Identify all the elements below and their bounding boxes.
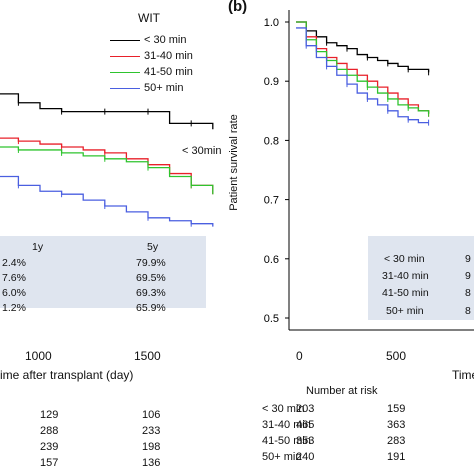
panel-a-curves (0, 93, 214, 227)
panel-a-table-cell: 6.0% (2, 287, 26, 299)
panel-b-table-cell: 8 (465, 287, 471, 299)
panel-a-x-tick: 1000 (25, 349, 52, 363)
panel-a-table-cell: 69.3% (136, 287, 166, 299)
y-tick-label: 0.6 (264, 254, 279, 266)
panel-a-risk-cell: 136 (142, 457, 161, 469)
panel-a-risk-cell: 157 (40, 457, 59, 469)
legend-label: 31-40 min (144, 50, 193, 62)
legend-label: 41-50 min (144, 66, 193, 78)
y-tick-label: 0.8 (264, 135, 279, 147)
panel-b-x-tick: 0 (296, 349, 303, 363)
panel-b-risk-group-label: 50+ min (262, 451, 302, 463)
panel-b-risk-cell: 191 (387, 451, 406, 463)
panel-b-y-label: Patient survival rate (227, 114, 240, 211)
panel-b-risk-group-label: 31-40 min (262, 419, 311, 431)
panel-b-table-cell: 9 (465, 253, 471, 265)
panel-b-x-tick: 500 (386, 349, 407, 363)
panel-b-risk-cell: 465 (296, 419, 315, 431)
panel-a-table-header-1y: 1y (32, 241, 44, 253)
panel-a-table-cell: 69.5% (136, 272, 166, 284)
panel-a-risk-cell: 239 (40, 441, 59, 453)
panel-a-risk-cell: 106 (142, 409, 161, 421)
panel-a-survival-table (0, 236, 122, 308)
y-tick-label: 1.0 (264, 17, 279, 29)
panel-b-x-label: Time (452, 368, 474, 382)
legend-swatch (110, 88, 140, 89)
panel-a-table-cell: 7.6% (2, 272, 26, 284)
panel-b-risk-cell: 159 (387, 403, 406, 415)
legend-swatch (110, 56, 140, 57)
panel-a-curve-label: < 30min (182, 145, 222, 157)
survival-curve (0, 146, 214, 195)
panel-b-table-cell: 31-40 min (382, 270, 429, 282)
panel-b-risk-cell: 240 (296, 451, 315, 463)
panel-b-table-cell: 9 (465, 270, 471, 282)
panel-b-table-cell: < 30 min (384, 253, 425, 265)
panel-a-survival-table-col2 (122, 236, 206, 308)
panel-b-risk-cell: 283 (387, 435, 406, 447)
panel-b-survival-table (368, 236, 474, 320)
panel-b-y-ticks: 1.0 0.9 0.8 0.7 0.6 0.5 (264, 17, 289, 325)
legend-swatch (110, 72, 140, 73)
panel-b-table-cell: 8 (465, 305, 471, 317)
y-tick-label: 0.7 (264, 195, 279, 207)
panel-b-curves (296, 21, 430, 126)
survival-curve (296, 27, 429, 124)
panel-b-table-cell: 50+ min (386, 305, 424, 317)
legend-label: 50+ min (144, 82, 184, 94)
panel-a-risk-cell: 233 (142, 425, 161, 437)
legend-swatch (110, 40, 140, 41)
survival-curve (0, 93, 214, 130)
panel-a-table-cell: 79.9% (136, 257, 166, 269)
panel-a-x-label: ime after transplant (day) (0, 368, 134, 382)
legend-label: < 30 min (144, 34, 187, 46)
panel-b-risk-cell: 353 (296, 435, 315, 447)
panel-b-risk-group-label: < 30 min (262, 403, 305, 415)
legend-title: WIT (138, 11, 160, 25)
panel-b-risk-cell: 363 (387, 419, 406, 431)
panel-b-axes (288, 10, 474, 331)
y-tick-label: 0.5 (264, 313, 279, 325)
panel-a-risk-cell: 288 (40, 425, 59, 437)
survival-curve (0, 175, 214, 227)
panel-a-table-cell: 2.4% (2, 257, 26, 269)
panel-b-risk-cell: 203 (296, 403, 315, 415)
panel-b-table-cell: 41-50 min (382, 287, 429, 299)
panel-a-table-cell: 1.2% (2, 302, 26, 314)
panel-a-table-cell: 65.9% (136, 302, 166, 314)
panel-a-x-tick: 1500 (134, 349, 161, 363)
survival-curve (296, 21, 430, 73)
panel-b-risk-title: Number at risk (306, 385, 378, 397)
panel-b-label: (b) (228, 0, 248, 15)
panel-a-table-header-5y: 5y (147, 241, 159, 253)
y-tick-label: 0.9 (264, 76, 279, 88)
panel-b-risk-group-label: 41-50 min (262, 435, 311, 447)
panel-a-risk-cell: 198 (142, 441, 161, 453)
panel-a-risk-cell: 129 (40, 409, 59, 421)
